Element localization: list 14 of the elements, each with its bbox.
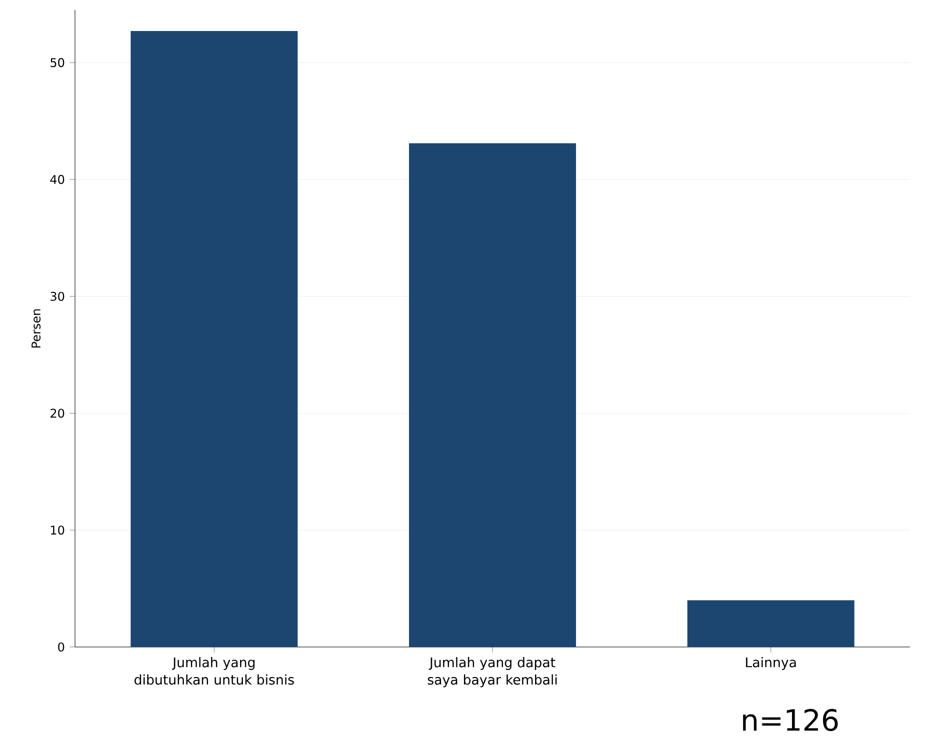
text: n=126 <box>743 708 838 732</box>
y-tick-label: 20 <box>50 408 64 418</box>
x-tick-label: Jumlah yang dapat saya bayar kembali <box>428 657 557 688</box>
y-tick-label: 0 <box>58 642 64 652</box>
y-tick-label: 30 <box>50 292 64 301</box>
bar <box>409 143 576 647</box>
x-tick-label: Lainnya <box>746 657 796 670</box>
y-axis-title: Persen <box>32 309 41 348</box>
y-tick-label: 40 <box>50 174 64 184</box>
bar <box>130 31 298 647</box>
y-tick-label: 10 <box>51 526 64 535</box>
bar <box>687 600 854 647</box>
y-tick-label: 50 <box>50 58 64 68</box>
x-tick-label: Jumlah yang dibutuhkan untuk bisnis <box>134 657 294 685</box>
